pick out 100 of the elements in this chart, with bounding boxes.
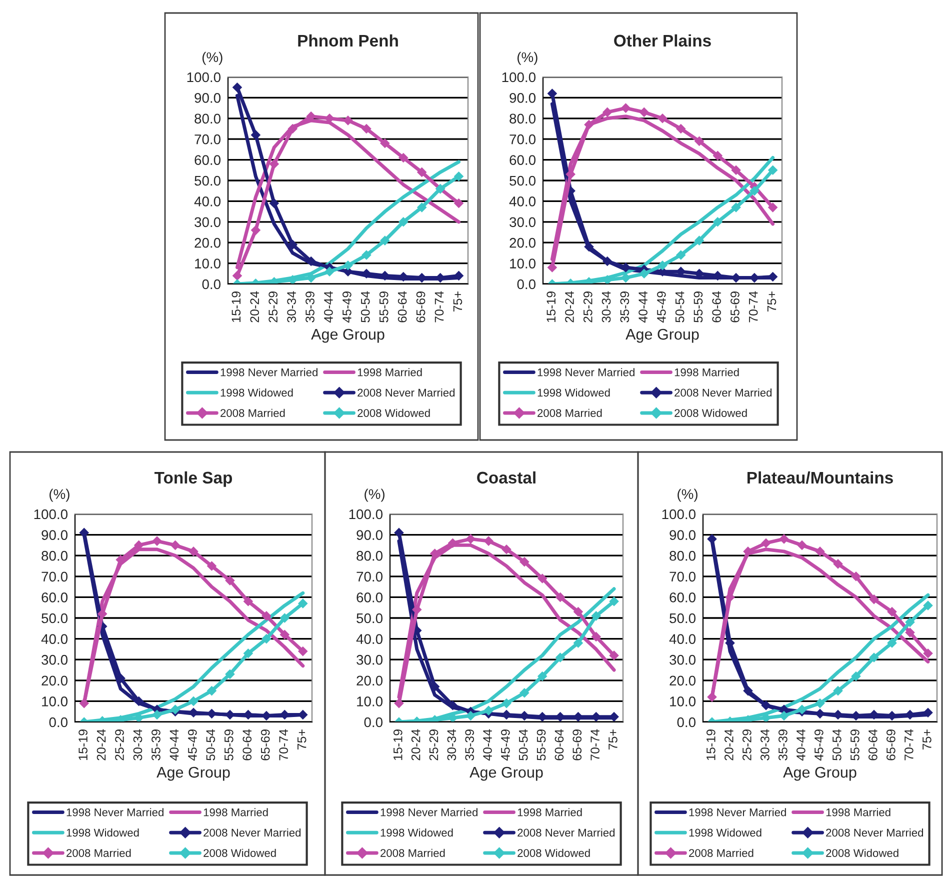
x-tick-label: 30-34 (602, 291, 611, 322)
x-tick-label: 65-69 (572, 730, 582, 760)
x-tick-label: 20-24 (724, 729, 734, 760)
legend-label: 2008 Never Married (518, 828, 615, 837)
legend-label: 2008 Never Married (674, 388, 772, 397)
chart-title: Plateau/Mountains (748, 471, 893, 484)
y-axis-title: (%) (364, 488, 384, 502)
legend-label: 2008 Married (380, 848, 445, 857)
y-tick-label: 0.0 (49, 717, 68, 728)
x-axis-title: Age Group (470, 766, 543, 781)
y-tick-label: 30.0 (670, 654, 696, 665)
x-tick-label: 35-39 (152, 730, 160, 760)
legend-label: 2008 Never Married (358, 388, 455, 397)
y-tick-label: 10.0 (195, 258, 221, 268)
legend-label: 1998 Married (358, 368, 422, 376)
x-tick-label: 65-69 (416, 292, 426, 322)
x-axis-title: Age Group (156, 766, 230, 781)
legend-label: 1998 Married (826, 808, 890, 816)
legend-label: 1998 Widowed (538, 388, 610, 397)
y-tick-label: 20.0 (42, 676, 68, 686)
x-tick-label: 75+ (298, 730, 306, 750)
y-tick-label: 30.0 (510, 217, 536, 228)
x-tick-label: 45-49 (657, 292, 666, 323)
legend-label: 1998 Widowed (380, 828, 453, 837)
legend-label: 2008 Widowed (204, 848, 276, 857)
y-tick-label: 60.0 (670, 592, 696, 602)
x-tick-label: 25-29 (115, 730, 124, 760)
x-tick-label: 35-39 (306, 292, 314, 322)
x-tick-label: 55-59 (379, 292, 388, 322)
x-tick-label: 55-59 (224, 730, 234, 760)
x-axis-title: Age Group (311, 328, 384, 343)
x-tick-label: 20-24 (565, 291, 574, 322)
y-tick-label: 0.0 (517, 279, 536, 290)
y-tick-label: 50.0 (356, 613, 383, 624)
y-tick-label: 70.0 (194, 134, 221, 144)
y-tick-label: 70.0 (670, 572, 696, 582)
legend-label: 2008 Never Married (826, 828, 924, 837)
y-tick-label: 70.0 (356, 572, 383, 582)
legend-label: 2008 Married (66, 848, 131, 857)
x-tick-label: 15-19 (393, 730, 402, 760)
legend-label: 2008 Married (689, 848, 754, 857)
x-tick-label: 30-34 (447, 729, 456, 760)
x-tick-label: 70-74 (279, 729, 288, 760)
x-tick-label: 40-44 (483, 729, 492, 761)
x-tick-label: 75+ (608, 730, 618, 750)
y-axis-title: (%) (202, 52, 222, 65)
x-tick-label: 35-39 (778, 730, 788, 760)
y-tick-label: 100.0 (187, 72, 221, 82)
chart-title: Coastal (477, 471, 536, 484)
legend-label: 1998 Widowed (220, 388, 293, 397)
legend-label: 1998 Never Married (689, 808, 786, 816)
y-tick-label: 100.0 (34, 509, 68, 520)
legend-label: 1998 Never Married (220, 368, 318, 376)
legend-label: 2008 Widowed (518, 848, 590, 857)
x-tick-label: 25-29 (268, 292, 278, 322)
legend-label: 2008 Widowed (358, 408, 430, 417)
y-tick-label: 80.0 (510, 114, 536, 124)
x-tick-label: 30-34 (133, 729, 142, 760)
y-tick-label: 50.0 (194, 176, 221, 186)
x-tick-label: 40-44 (324, 291, 333, 323)
x-tick-label: 15-19 (706, 730, 716, 760)
x-tick-label: 15-19 (78, 730, 88, 760)
x-tick-label: 70-74 (590, 729, 600, 760)
legend-label: 2008 Widowed (674, 408, 747, 417)
x-tick-label: 60-64 (868, 729, 878, 760)
x-tick-label: 75+ (453, 292, 462, 312)
chart-title: Tonle Sap (154, 471, 232, 487)
x-tick-label: 45-49 (188, 730, 197, 761)
x-tick-label: 40-44 (796, 729, 806, 761)
x-tick-label: 15-19 (232, 292, 241, 322)
y-tick-label: 90.0 (510, 93, 536, 103)
y-tick-label: 30.0 (356, 654, 383, 665)
legend-label: 1998 Married (518, 808, 582, 816)
legend-label: 1998 Never Married (380, 808, 478, 816)
y-tick-label: 40.0 (194, 196, 221, 206)
y-tick-label: 90.0 (670, 530, 696, 540)
x-tick-label: 45-49 (342, 292, 352, 323)
x-tick-label: 20-24 (411, 729, 420, 760)
y-tick-label: 40.0 (41, 634, 68, 644)
y-tick-label: 60.0 (510, 155, 536, 165)
y-tick-label: 40.0 (356, 634, 383, 644)
chart-title: Phnom Penh (298, 34, 398, 47)
legend-label: 1998 Married (674, 368, 739, 376)
y-tick-label: 10.0 (510, 258, 536, 268)
x-tick-label: 30-34 (760, 729, 770, 760)
y-tick-label: 60.0 (194, 155, 221, 165)
y-tick-label: 10.0 (670, 696, 696, 706)
x-axis-title: Age Group (783, 766, 856, 781)
y-tick-label: 80.0 (356, 550, 383, 561)
x-tick-label: 50-54 (360, 291, 370, 322)
y-tick-label: 0.0 (364, 717, 383, 728)
y-tick-label: 30.0 (42, 654, 68, 665)
y-tick-label: 70.0 (42, 572, 68, 582)
x-tick-label: 30-34 (287, 291, 296, 322)
y-tick-label: 20.0 (670, 676, 696, 686)
y-tick-label: 70.0 (510, 134, 536, 144)
legend-label: 2008 Never Married (204, 828, 301, 837)
x-tick-label: 40-44 (638, 291, 648, 323)
y-tick-label: 80.0 (670, 550, 696, 561)
x-tick-label: 65-69 (886, 730, 896, 760)
